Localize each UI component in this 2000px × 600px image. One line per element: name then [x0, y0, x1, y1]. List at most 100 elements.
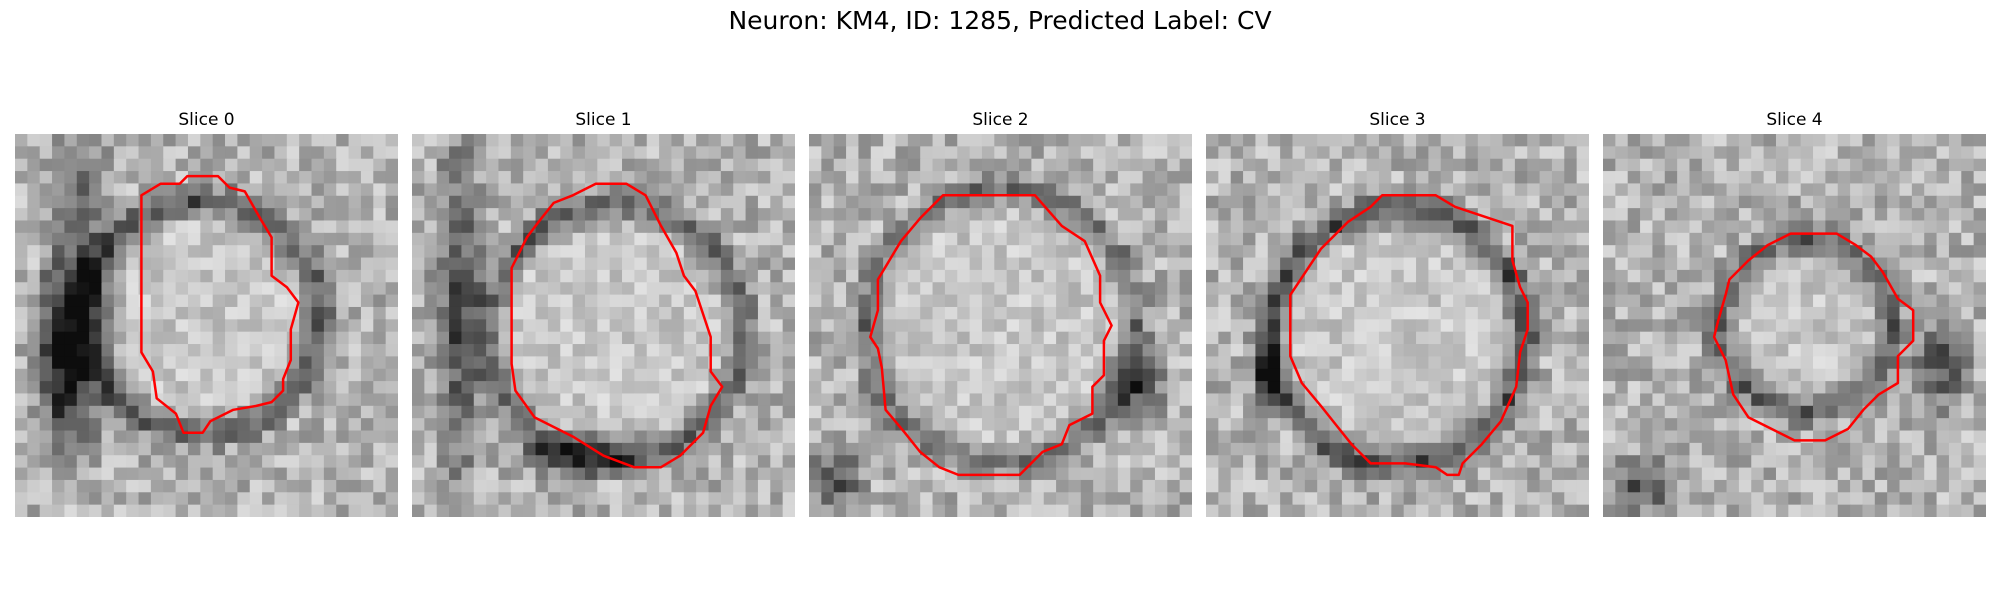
image-pixel — [424, 455, 438, 469]
image-pixel — [323, 442, 337, 456]
image-pixel — [1230, 479, 1244, 493]
image-pixel — [733, 294, 747, 308]
image-pixel — [1689, 183, 1703, 197]
image-pixel — [262, 467, 276, 481]
image-pixel — [200, 319, 214, 333]
image-pixel — [200, 257, 214, 271]
image-pixel — [1317, 418, 1331, 432]
image-pixel — [1615, 171, 1629, 185]
image-pixel — [274, 208, 288, 222]
image-pixel — [1615, 504, 1629, 517]
image-pixel — [39, 442, 53, 456]
image-pixel — [757, 405, 771, 419]
image-pixel — [671, 306, 685, 320]
image-pixel — [932, 405, 946, 419]
image-pixel — [510, 195, 524, 209]
image-pixel — [1354, 492, 1368, 506]
image-pixel — [895, 306, 909, 320]
image-pixel — [1280, 232, 1294, 246]
image-pixel — [1117, 356, 1131, 370]
image-pixel — [76, 356, 90, 370]
image-pixel — [1689, 158, 1703, 172]
image-pixel — [412, 479, 425, 493]
image-pixel — [1961, 257, 1975, 271]
image-pixel — [646, 504, 660, 517]
image-pixel — [1080, 381, 1094, 395]
image-pixel — [323, 479, 337, 493]
image-pixel — [1243, 319, 1257, 333]
image-pixel — [1763, 393, 1777, 407]
image-pixel — [1775, 257, 1789, 271]
image-pixel — [920, 232, 934, 246]
image-pixel — [770, 306, 784, 320]
image-pixel — [323, 158, 337, 172]
image-pixel — [1825, 492, 1839, 506]
image-pixel — [572, 479, 586, 493]
image-pixel — [1391, 393, 1405, 407]
image-pixel — [52, 479, 66, 493]
image-pixel — [1961, 344, 1975, 357]
image-pixel — [1576, 344, 1589, 357]
image-pixel — [1230, 492, 1244, 506]
image-pixel — [1837, 220, 1851, 234]
image-pixel — [1243, 306, 1257, 320]
image-pixel — [1689, 134, 1703, 147]
image-pixel — [1714, 467, 1728, 481]
image-pixel — [1465, 368, 1479, 382]
image-pixel — [1317, 195, 1331, 209]
image-pixel — [360, 430, 374, 444]
image-pixel — [200, 381, 214, 395]
image-pixel — [373, 269, 387, 283]
image-pixel — [1652, 282, 1666, 296]
image-pixel — [1068, 393, 1082, 407]
image-pixel — [1677, 220, 1691, 234]
image-pixel — [1527, 232, 1541, 246]
image-pixel — [1490, 319, 1504, 333]
image-pixel — [412, 368, 425, 382]
image-pixel — [1490, 504, 1504, 517]
image-pixel — [1936, 232, 1950, 246]
image-pixel — [436, 134, 450, 147]
image-pixel — [683, 479, 697, 493]
image-pixel — [1154, 430, 1168, 444]
image-pixel — [498, 306, 512, 320]
image-pixel — [535, 208, 549, 222]
image-pixel — [1304, 171, 1318, 185]
image-pixel — [510, 146, 524, 160]
image-pixel — [907, 319, 921, 333]
image-pixel — [1514, 356, 1528, 370]
image-pixel — [733, 393, 747, 407]
image-pixel — [1117, 344, 1131, 357]
image-pixel — [373, 171, 387, 185]
image-pixel — [1031, 306, 1045, 320]
image-pixel — [1403, 405, 1417, 419]
image-pixel — [1862, 245, 1876, 259]
image-pixel — [237, 381, 251, 395]
image-pixel — [1701, 331, 1715, 345]
image-pixel — [1576, 455, 1589, 469]
image-pixel — [1788, 183, 1802, 197]
image-pixel — [1142, 356, 1156, 370]
image-pixel — [89, 158, 103, 172]
image-pixel — [1514, 183, 1528, 197]
image-pixel — [286, 430, 300, 444]
image-pixel — [671, 294, 685, 308]
image-pixel — [323, 294, 337, 308]
image-pixel — [907, 405, 921, 419]
image-pixel — [1800, 146, 1814, 160]
image-pixel — [1019, 269, 1032, 283]
image-pixel — [27, 294, 41, 308]
image-pixel — [225, 134, 238, 147]
image-pixel — [274, 418, 288, 432]
image-pixel — [1813, 331, 1826, 345]
image-pixel — [373, 282, 387, 296]
image-pixel — [920, 183, 934, 197]
image-pixel — [821, 232, 835, 246]
image-pixel — [1514, 430, 1528, 444]
image-pixel — [883, 269, 897, 283]
image-pixel — [1428, 504, 1442, 517]
image-pixel — [200, 442, 214, 456]
image-pixel — [373, 430, 387, 444]
image-pixel — [1167, 306, 1181, 320]
image-pixel — [858, 220, 872, 234]
